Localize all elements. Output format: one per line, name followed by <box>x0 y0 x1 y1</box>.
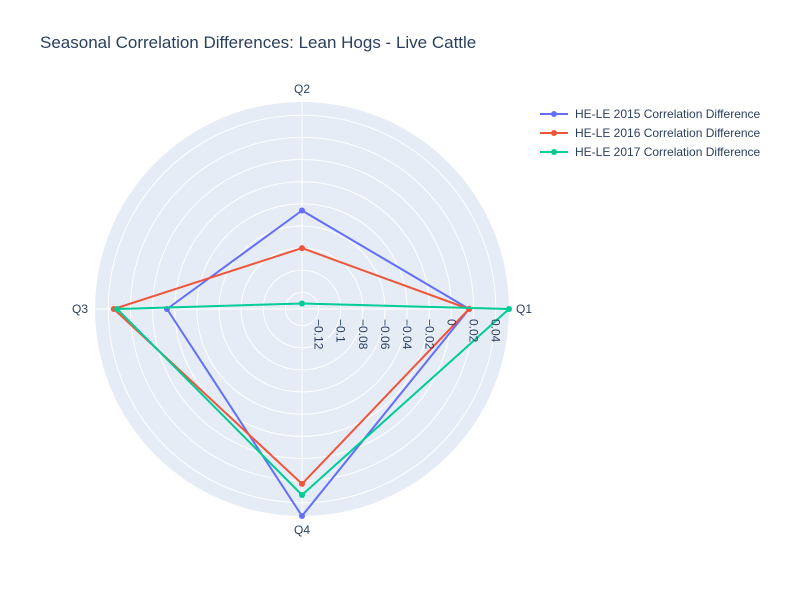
data-point-s2-q2 <box>299 245 305 252</box>
label-layer: Q1 Q2 Q3 Q4 −0.12 −0.1 −0.08 −0.06 −0.04 −0.02 0 0.… <box>72 82 532 537</box>
category-label-q1: Q1 <box>516 302 532 316</box>
data-point-s1-q2 <box>299 207 305 214</box>
legend-item-2[interactable]: HE-LE 2016 Correlation Difference <box>538 123 760 142</box>
legend-label: HE-LE 2015 Correlation Difference <box>575 106 761 121</box>
data-point-s1-q4 <box>299 513 305 519</box>
data-point-s3-q3 <box>114 306 121 312</box>
data-point-s2-q4 <box>299 480 305 487</box>
category-label-q2: Q2 <box>294 82 310 96</box>
category-label-q4: Q4 <box>294 523 310 537</box>
legend-item-1[interactable]: HE-LE 2015 Correlation Difference <box>538 104 760 123</box>
radial-tick-label: 0 <box>444 319 458 326</box>
data-point-s3-q1 <box>506 306 512 312</box>
radial-tick-label: −0.04 <box>400 319 414 350</box>
radial-tick-label: −0.02 <box>422 319 436 350</box>
radial-tick-label: 0.02 <box>467 319 481 343</box>
legend-swatch-3 <box>540 148 568 155</box>
radial-tick-label: −0.12 <box>312 319 326 350</box>
legend-swatch-2 <box>540 129 568 136</box>
radial-tick-label: −0.06 <box>378 319 392 350</box>
legend-swatch-1 <box>540 110 568 117</box>
data-point-s3-q2 <box>299 300 305 307</box>
legend-label: HE-LE 2016 Correlation Difference <box>575 125 761 140</box>
polar-grid <box>95 102 509 516</box>
legend: HE-LE 2015 Correlation Difference HE-LE 2… <box>538 104 760 161</box>
legend-label: HE-LE 2017 Correlation Difference <box>575 144 761 159</box>
radial-tick-label: −0.08 <box>356 319 370 350</box>
data-point-s3-q4 <box>299 491 305 498</box>
radial-tick-label: −0.1 <box>334 319 348 343</box>
radial-tick-label: 0.04 <box>489 319 503 343</box>
legend-item-3[interactable]: HE-LE 2017 Correlation Difference <box>538 142 760 161</box>
series-layer <box>110 207 512 519</box>
category-label-q3: Q3 <box>72 302 88 316</box>
chart-title: Seasonal Correlation Differences: Lean H… <box>40 33 477 52</box>
